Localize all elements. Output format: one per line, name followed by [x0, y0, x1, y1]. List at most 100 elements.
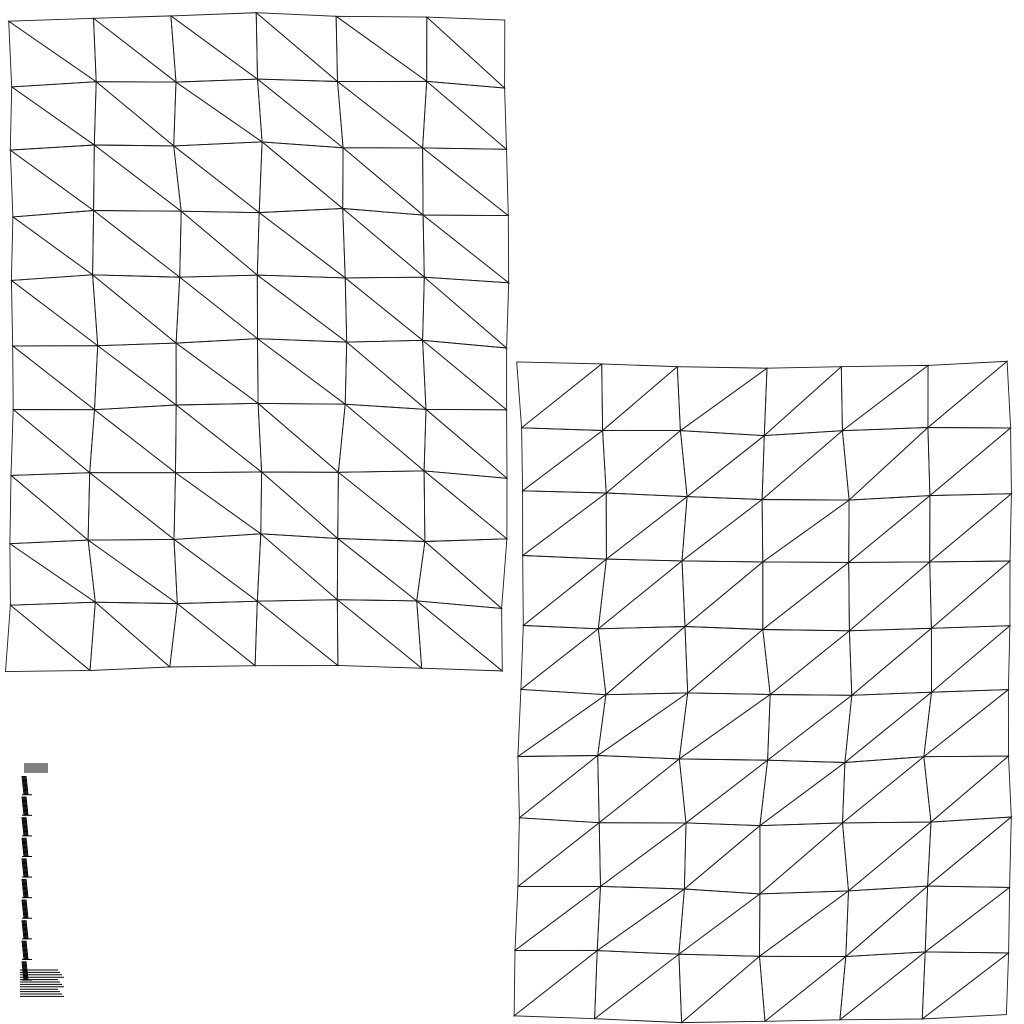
mesh-triangle [10, 544, 95, 606]
mesh-triangle [852, 628, 932, 695]
mesh-triangle [679, 894, 760, 956]
mesh-triangle [843, 822, 932, 891]
mesh-triangle [336, 16, 427, 81]
mesh-triangle [684, 826, 760, 894]
mesh-triangle [845, 692, 932, 762]
mesh-triangle [425, 539, 507, 609]
mesh-triangle [928, 428, 1011, 496]
mesh-triangle [343, 209, 425, 278]
mesh-triangle [94, 82, 173, 146]
mesh-triangle [10, 602, 95, 670]
mesh-triangle [10, 145, 94, 211]
mesh-triangle [682, 956, 765, 1022]
mesh-triangle [928, 361, 1011, 428]
mesh-triangle [338, 472, 425, 541]
mesh-triangle [840, 952, 925, 1020]
mesh-triangle [261, 472, 338, 539]
mesh-triangle [849, 428, 930, 501]
mesh-triangle [842, 428, 928, 501]
mesh-triangle [338, 539, 425, 601]
mesh-triangle [679, 954, 760, 1022]
mesh-triangle [95, 602, 177, 667]
mesh-triangle [180, 211, 258, 277]
mesh-triangle [88, 473, 174, 540]
mesh-triangle [10, 150, 93, 217]
mesh-triangle [763, 500, 849, 562]
mesh-triangle [686, 760, 768, 825]
mesh-triangle [598, 561, 685, 629]
mesh-triangle [343, 148, 423, 215]
mesh-triangle [598, 693, 688, 759]
mesh-triangle [685, 562, 763, 630]
mesh-triangle [679, 889, 760, 954]
mesh-triangle [424, 409, 507, 478]
mesh-triangle [679, 759, 767, 823]
mesh-triangle [176, 277, 257, 343]
mesh-triangle [338, 82, 423, 148]
mesh-triangle [770, 631, 852, 696]
mesh-triangle [176, 405, 262, 473]
mesh-triangle [94, 145, 182, 211]
mesh-triangle [849, 496, 930, 563]
mesh-triangle [174, 539, 257, 603]
mesh-triangle [760, 763, 845, 826]
mesh-triangle [849, 562, 931, 631]
mesh-triangle [259, 209, 345, 278]
mesh-triangle [423, 148, 509, 216]
mesh-triangle [601, 823, 687, 889]
mesh-triangle [931, 756, 1011, 822]
mesh-triangle [95, 346, 177, 410]
mesh-triangle [423, 340, 507, 410]
mesh-triangle [677, 367, 767, 431]
mesh-triangle [95, 405, 177, 473]
mesh-triangle [423, 81, 507, 149]
mesh-triangle [337, 600, 421, 669]
mesh-triangle [174, 146, 260, 213]
mesh-triangle [763, 562, 850, 630]
mesh-triangle [417, 601, 503, 671]
mesh-triangle [930, 428, 1012, 496]
mesh-triangle [171, 16, 258, 82]
mesh-island-strip [20, 764, 64, 996]
mesh-triangle [922, 953, 1008, 1019]
mesh-triangle [680, 368, 767, 435]
mesh-triangle [687, 436, 764, 500]
mesh-triangle [11, 275, 97, 346]
mesh-triangle [176, 343, 258, 405]
mesh-triangle [345, 277, 424, 340]
mesh-triangle [685, 627, 763, 693]
mesh-triangle [255, 601, 338, 666]
mesh-triangle [931, 561, 1010, 628]
mesh-triangle [924, 756, 1009, 822]
mesh-triangle [768, 695, 852, 762]
mesh-triangle [518, 823, 601, 887]
mesh-triangle [928, 817, 1012, 887]
mesh-triangle [256, 13, 337, 82]
mesh-triangle [177, 601, 257, 666]
mesh-triangle [595, 954, 682, 1022]
mesh-triangle [176, 472, 262, 534]
mesh-triangle [11, 410, 90, 476]
mesh-triangle [925, 887, 1009, 953]
mesh-triangle [519, 756, 599, 823]
mesh-triangle [603, 367, 681, 431]
mesh-triangle [849, 822, 932, 891]
mesh-triangle [518, 695, 606, 757]
mesh-triangle [174, 142, 262, 213]
mesh-triangle [521, 629, 606, 695]
mesh-triangle [599, 759, 686, 823]
mesh-triangle [602, 364, 678, 431]
mesh-triangle [760, 956, 846, 1021]
mesh-triangle [842, 365, 928, 430]
mesh-triangle [427, 17, 505, 88]
mesh-triangle [6, 605, 91, 671]
mesh-triangle [760, 823, 849, 894]
mesh-triangle [258, 403, 345, 472]
mesh-triangle [523, 556, 607, 626]
mesh-triangle [345, 278, 422, 342]
mesh-triangle [680, 431, 764, 497]
mesh-triangle [176, 339, 258, 404]
mesh-triangle [174, 534, 261, 601]
mesh-triangle [174, 473, 261, 540]
mesh-triangle [423, 215, 509, 283]
